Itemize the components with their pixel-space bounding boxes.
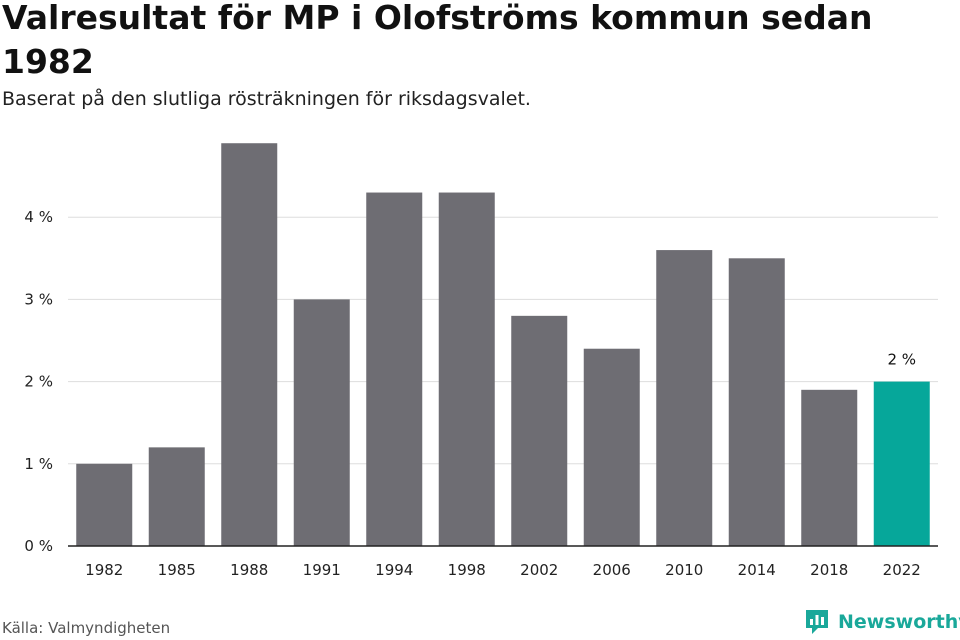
y-tick-label: 0 % (24, 537, 53, 555)
brand-logo[interactable]: Newsworthy (804, 608, 960, 636)
bar-2006 (583, 348, 640, 546)
brand-name: Newsworthy (838, 611, 960, 633)
bar-chart: 0 % 1 % 2 % 3 % 4 % 1982 1985 1988 1991 1994 1998… (24, 143, 938, 579)
bar-1998 (438, 192, 495, 547)
bar-1982 (76, 463, 133, 546)
bars (76, 143, 930, 547)
bar-1988 (221, 143, 278, 546)
bar-2022 (873, 381, 930, 546)
bar-2010 (656, 250, 713, 546)
x-tick-label: 1982 (85, 561, 123, 579)
x-tick-label: 2018 (810, 561, 848, 579)
x-tick-label: 1985 (158, 561, 196, 579)
x-axis-tick-labels: 1982 1985 1988 1991 1994 1998 2002 2006 2010 2014… (85, 561, 921, 579)
data-labels: 2 % (887, 351, 916, 369)
newsworthy-logo-icon (806, 610, 828, 634)
x-tick-label: 2022 (883, 561, 921, 579)
bar-2018 (801, 389, 858, 546)
y-tick-label: 2 % (24, 373, 53, 391)
x-tick-label: 2014 (738, 561, 776, 579)
bar-1994 (366, 192, 423, 547)
x-tick-label: 1988 (230, 561, 268, 579)
data-label-2022: 2 % (887, 351, 916, 369)
y-tick-label: 3 % (24, 290, 53, 308)
x-tick-label: 1994 (375, 561, 413, 579)
chart-title: Valresultat för MP i Olofströms kommun s… (2, 0, 873, 81)
y-tick-label: 4 % (24, 208, 53, 226)
grid-lines (68, 216, 938, 465)
y-tick-label: 1 % (24, 455, 53, 473)
y-axis-tick-labels: 0 % 1 % 2 % 3 % 4 % (24, 208, 53, 555)
source-note: Källa: Valmyndigheten (2, 619, 171, 637)
bar-1991 (293, 299, 350, 546)
bar-2014 (728, 258, 785, 546)
x-tick-label: 1991 (303, 561, 341, 579)
bar-1985 (148, 447, 205, 546)
chart-subtitle: Baserat på den slutliga rösträkningen fö… (2, 88, 531, 110)
x-tick-label: 2006 (593, 561, 631, 579)
bar-2002 (511, 315, 568, 546)
x-tick-label: 2002 (520, 561, 558, 579)
x-tick-label: 2010 (665, 561, 703, 579)
x-tick-label: 1998 (448, 561, 486, 579)
